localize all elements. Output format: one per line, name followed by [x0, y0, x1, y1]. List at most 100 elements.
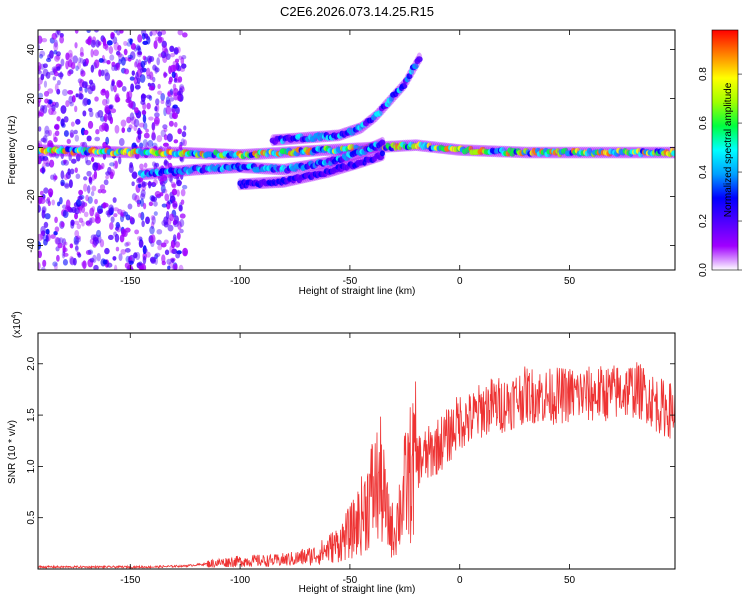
- colorbar-gradient: [711, 29, 739, 271]
- spectrogram-cell: [105, 174, 110, 180]
- spectrogram-cell: [41, 266, 46, 270]
- spectrogram-cell: [114, 160, 119, 169]
- spectrogram-cell: [162, 124, 168, 130]
- spectrogram-cell: [48, 159, 55, 168]
- spectrogram-cell: [38, 233, 43, 242]
- spectrogram-cell: [54, 130, 60, 137]
- spectrogram-cell: [108, 46, 114, 55]
- spectrogram-cell: [134, 194, 140, 203]
- spectrogram-cell: [44, 129, 50, 137]
- spectrogram-cell: [118, 138, 125, 147]
- spectrogram-cell: [59, 71, 63, 80]
- spectrogram-cell: [415, 56, 423, 63]
- spectrogram-cell: [78, 217, 84, 223]
- spectrogram-cell: [93, 162, 99, 168]
- spectrogram-cell: [60, 118, 65, 127]
- spectrogram-cell: [166, 258, 172, 265]
- spectrogram-cell: [62, 209, 69, 219]
- spectrogram-cell: [168, 76, 173, 83]
- spectrogram-cell: [58, 64, 62, 70]
- spectrogram-cell: [56, 66, 61, 71]
- spectrogram-cell: [150, 182, 157, 188]
- spectrogram-cell: [134, 84, 141, 90]
- spectrogram-cell: [180, 199, 185, 205]
- spectrogram-cell: [127, 54, 134, 59]
- spectrogram-cell: [171, 188, 178, 196]
- colorbar-ticks: 0.0 0.2 0.4 0.6 0.8: [698, 67, 742, 277]
- spectrogram-cell: [139, 142, 144, 149]
- spectrogram-cell: [109, 162, 115, 167]
- spectrogram-cell: [38, 126, 42, 132]
- spectrogram-cell: [96, 252, 101, 262]
- spectrogram-cell: [153, 200, 158, 207]
- spectrogram-cell: [99, 239, 105, 248]
- spectrogram-cell: [87, 185, 91, 194]
- spectrogram-cell: [83, 129, 89, 135]
- spectrogram-cell: [124, 248, 131, 253]
- spectrogram-cell: [104, 247, 110, 255]
- spectrogram-cell: [43, 157, 49, 165]
- spectrogram-cell: [69, 243, 74, 249]
- spectrogram-cell: [50, 174, 55, 180]
- spectrogram-cell: [154, 252, 161, 258]
- spectrogram-cell: [63, 159, 69, 166]
- spectrogram-cell: [81, 261, 86, 267]
- spectrogram-cell: [103, 179, 109, 186]
- spectrogram-cell: [131, 172, 137, 178]
- spectrogram-cell: [123, 68, 130, 75]
- spectrogram-cell: [59, 35, 65, 44]
- spectrogram-cell: [148, 116, 154, 121]
- spectrogram-cell: [121, 127, 126, 133]
- snr-frame: [37, 332, 676, 570]
- spectrogram-cell: [59, 196, 63, 205]
- spectrogram-cell: [43, 187, 49, 194]
- spectrogram-cell: [138, 212, 142, 218]
- spectrogram-cell: [109, 169, 116, 177]
- spectrogram-cell: [149, 226, 155, 235]
- spectrogram-cell: [50, 110, 57, 116]
- spectrogram-cell: [38, 140, 43, 149]
- spectrogram-cell: [52, 68, 58, 74]
- spectrogram-cell: [175, 106, 180, 115]
- spectrogram-cell: [171, 248, 178, 254]
- spectrogram-cell: [83, 183, 88, 192]
- spectrogram-cell: [94, 30, 99, 33]
- spectrogram-cell: [70, 121, 75, 127]
- spectrogram-cell: [52, 261, 58, 267]
- spectrogram-cell: [180, 138, 185, 147]
- spectrogram-cell: [134, 251, 141, 261]
- spectrogram-cell: [114, 94, 120, 103]
- spectrogram-cell: [40, 230, 45, 240]
- spectrogram-cell: [112, 36, 118, 45]
- spectrogram-cell: [54, 83, 59, 92]
- spectrogram-cell: [88, 217, 93, 225]
- spectrogram-cell: [150, 234, 156, 244]
- spectrogram-cell: [149, 71, 154, 81]
- spectrogram-cell: [89, 110, 94, 118]
- spectrogram-cell: [172, 200, 178, 210]
- spectrogram-cell: [168, 174, 173, 182]
- spectrogram-cell: [161, 203, 168, 208]
- spectrogram-cell: [51, 66, 58, 73]
- spectrogram-cell: [63, 130, 69, 137]
- spectrogram-cell: [129, 76, 135, 81]
- spectrogram-cell: [150, 195, 156, 202]
- spectrogram-cell: [75, 65, 79, 71]
- spectrogram-cell: [71, 95, 76, 103]
- spectrogram-cell: [98, 58, 104, 63]
- spectrogram-cell: [40, 225, 46, 235]
- snr-x-tick-label: -100: [230, 575, 250, 586]
- spectrogram-cell: [106, 40, 113, 46]
- spectrogram-cell: [87, 86, 93, 95]
- spectrogram-cell: [103, 58, 107, 64]
- spectrogram-cell: [120, 212, 124, 217]
- spectrogram-cell: [142, 114, 147, 123]
- spectrogram-cell: [161, 219, 167, 226]
- spectrogram-cell: [120, 248, 127, 255]
- spectrogram-cell: [142, 55, 147, 61]
- spectrogram-cell: [38, 142, 41, 148]
- spectrogram-cell: [79, 57, 84, 64]
- spectrogram-cell: [56, 116, 61, 122]
- spectrogram-cell: [43, 80, 48, 88]
- spectrogram-cell: [379, 139, 386, 146]
